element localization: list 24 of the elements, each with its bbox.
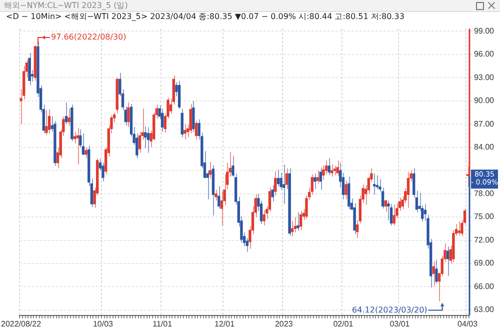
x-tick-label: 12/01 <box>214 319 236 328</box>
y-tick-label: 78.00 <box>474 188 495 198</box>
y-tick-label: 75.00 <box>474 212 495 222</box>
x-tick-label: 03/01 <box>390 319 410 328</box>
y-tick-label: 96.00 <box>474 50 495 59</box>
x-tick-label: 10/03 <box>92 319 114 328</box>
y-tick-label: 66.00 <box>474 282 495 291</box>
y-tick-label: 69.00 <box>474 258 495 268</box>
y-tick-label: 90.00 <box>474 96 495 106</box>
x-tick-label: 2022/08/22 <box>1 319 42 328</box>
chart-subtitle: <D − 10Min> <해외−WTI 2023_5> 2023/04/04 종:80.35 ▼0.07 − 0.09% 시:80.44 고:80.51 저:80.33 <box>6 12 404 22</box>
x-tick-label: 02/01 <box>333 319 354 328</box>
y-tick-label: 87.00 <box>474 119 495 128</box>
x-tick-label: 04/03 <box>458 319 478 328</box>
x-tick-label: 11/01 <box>152 319 173 328</box>
annotation: 64.12(2023/03/20) <box>352 305 428 314</box>
y-tick-label: 84.00 <box>474 142 495 152</box>
y-tick-label: 63.00 <box>474 305 495 314</box>
y-tick-label: 72.00 <box>474 235 495 244</box>
y-tick-label: 99.00 <box>474 26 495 36</box>
chart-title: 해외−NYM:CL−WTI 2023_5 (일) <box>4 0 128 11</box>
x-tick-label: 2023 <box>274 319 294 328</box>
annotation: 97.66(2022/08/30) <box>50 32 126 42</box>
y-tick-label: 93.00 <box>474 72 495 82</box>
